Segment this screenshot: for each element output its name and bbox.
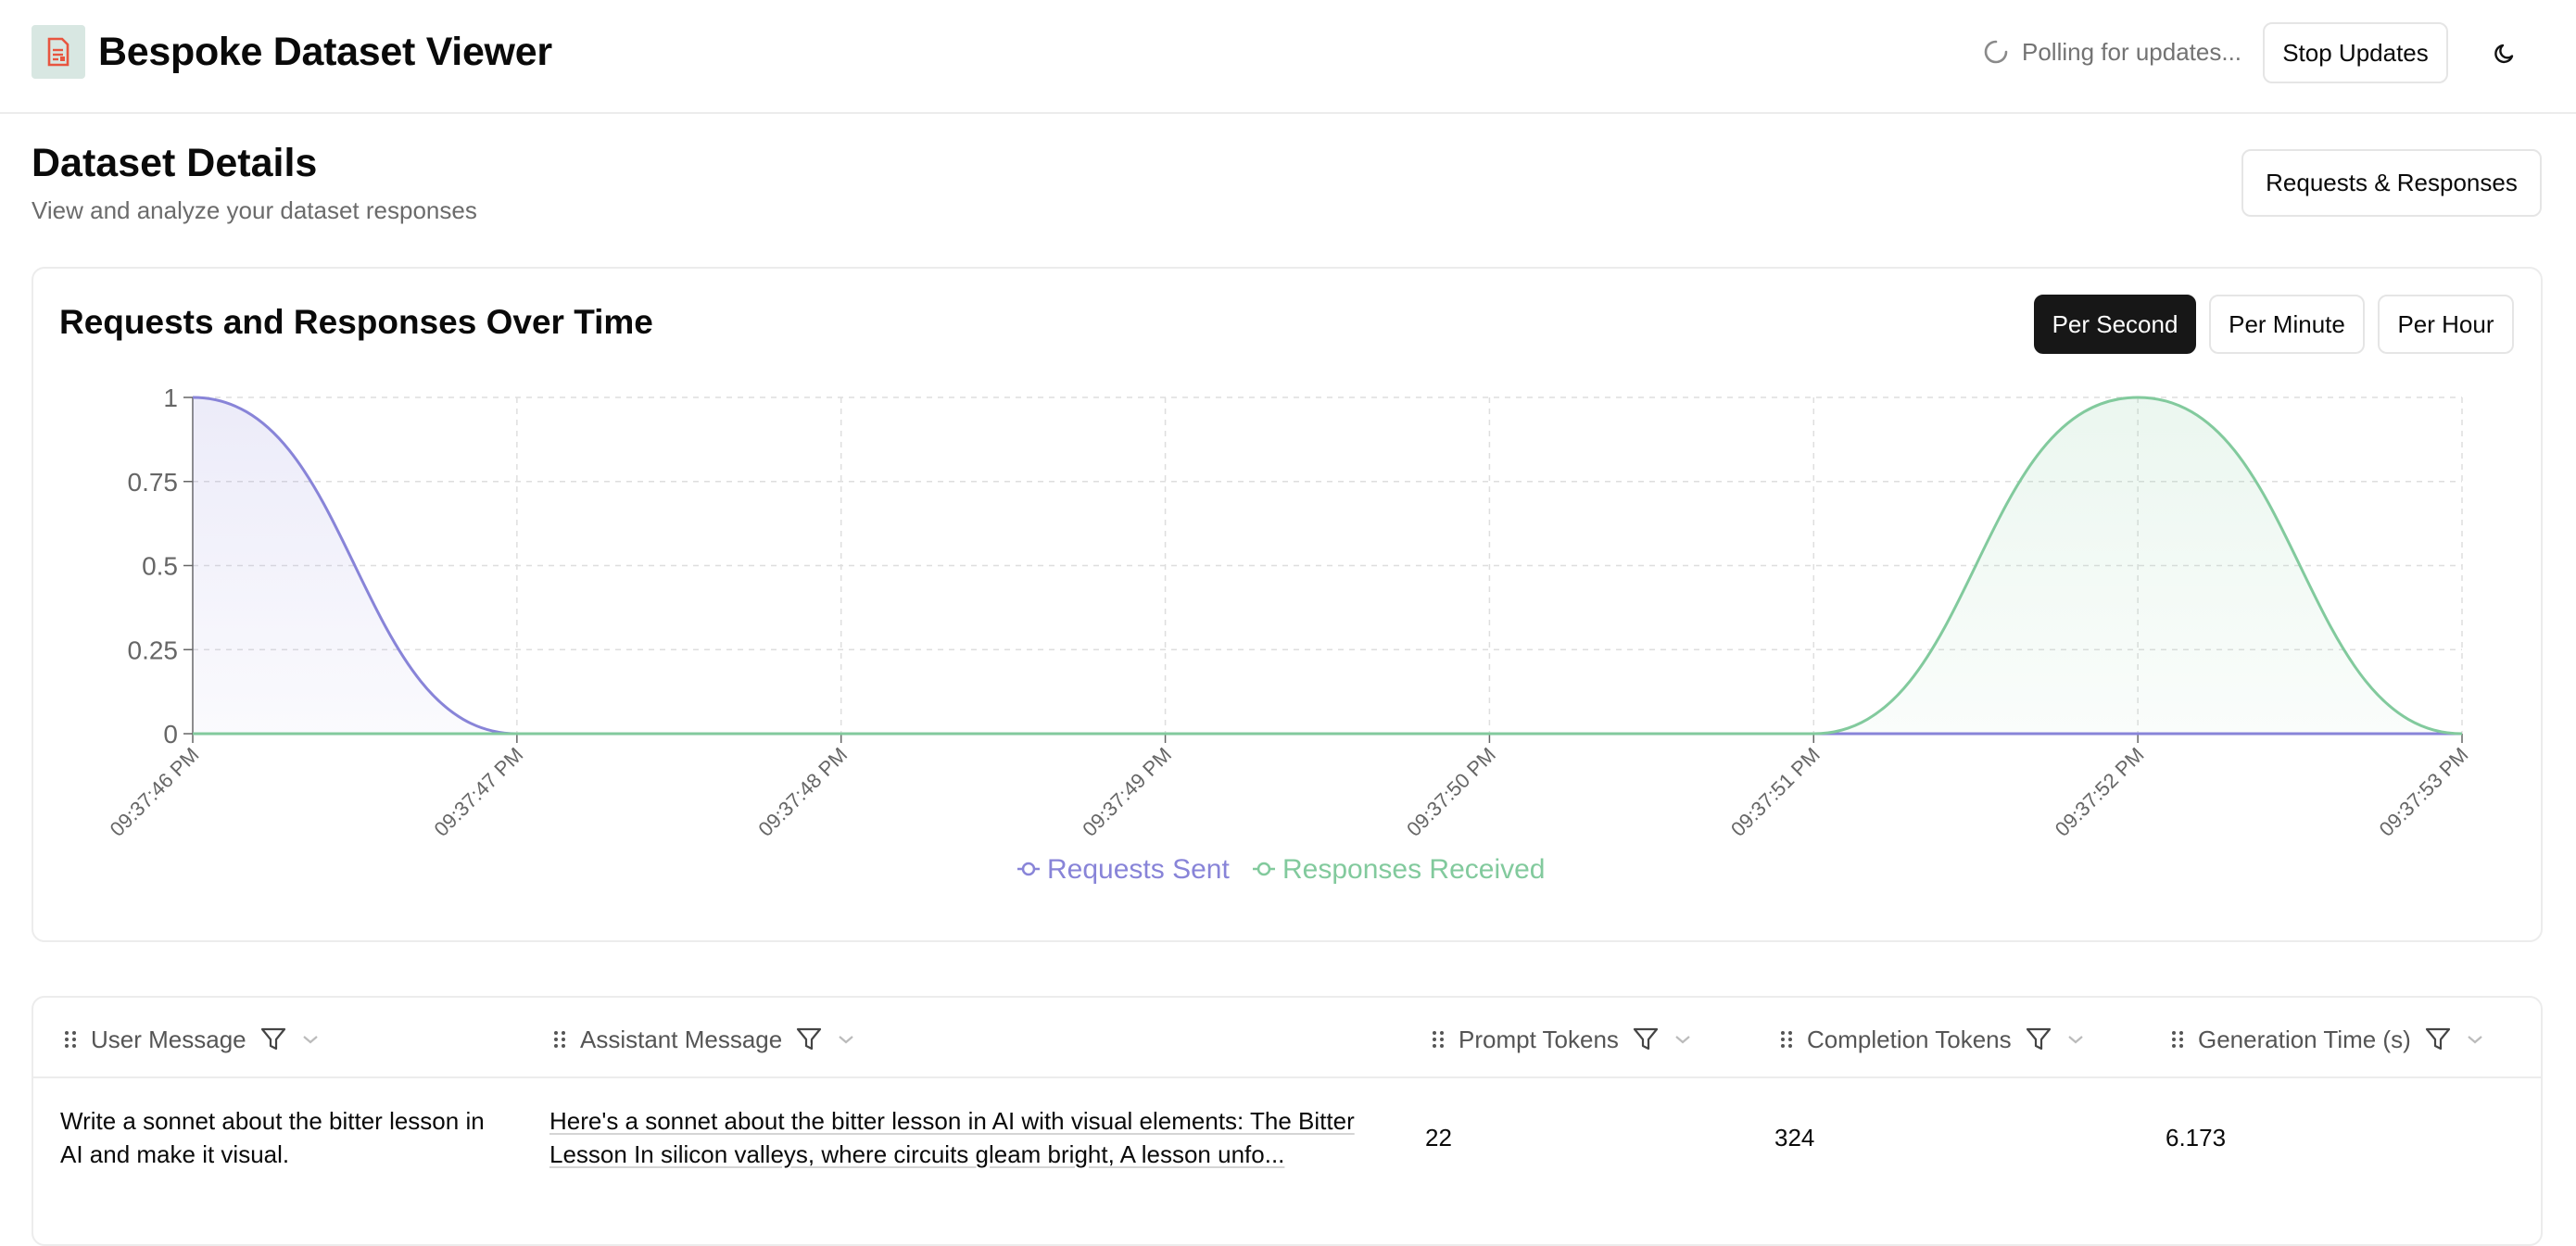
x-tick-label: 09:37:53 PM — [2375, 743, 2473, 841]
assistant-message-cell[interactable]: Here's a sonnet about the bitter lesson … — [549, 1104, 1383, 1171]
chevron-down-icon[interactable] — [300, 1033, 321, 1046]
column-label: Generation Time (s) — [2198, 1025, 2411, 1053]
generation-time-cell: 6.173 — [2166, 1124, 2227, 1152]
series-area — [193, 397, 2462, 734]
legend-marker-icon — [1256, 862, 1271, 876]
x-tick-label: 09:37:48 PM — [753, 743, 852, 841]
filter-icon[interactable] — [259, 1026, 287, 1052]
filter-icon[interactable] — [2424, 1026, 2452, 1052]
loading-spinner-icon — [1984, 40, 2008, 64]
legend-label: Requests Sent — [1047, 854, 1230, 885]
x-tick-label: 09:37:51 PM — [1726, 743, 1825, 841]
y-tick-label: 0.75 — [128, 468, 179, 497]
column-label: Assistant Message — [580, 1025, 783, 1053]
prompt-tokens-cell: 22 — [1425, 1124, 1452, 1152]
column-header-generation-time[interactable]: Generation Time (s) — [2170, 1021, 2485, 1058]
cell-line: Lesson In silicon valleys, where circuit… — [549, 1140, 1285, 1168]
completion-tokens-cell: 324 — [1774, 1124, 1815, 1152]
polling-status: Polling for updates... — [1983, 33, 2241, 70]
legend-label: Responses Received — [1282, 854, 1546, 885]
app-title: Bespoke Dataset Viewer — [98, 30, 552, 74]
cell-line: Write a sonnet about the bitter lesson i… — [60, 1107, 485, 1135]
series-line — [192, 396, 2463, 736]
app-header: Bespoke Dataset Viewer Polling for updat… — [0, 0, 2576, 114]
cell-line: Here's a sonnet about the bitter lesson … — [549, 1107, 1355, 1135]
legend-marker-icon — [1021, 862, 1036, 876]
y-tick-label: 0.25 — [128, 636, 179, 664]
app-logo — [32, 25, 85, 79]
filter-icon[interactable] — [795, 1026, 823, 1052]
series-area — [193, 397, 2462, 734]
user-message-cell: Write a sonnet about the bitter lesson i… — [60, 1104, 524, 1171]
x-tick-label: 09:37:50 PM — [1402, 743, 1500, 841]
column-header-assistant-message[interactable]: Assistant Message — [552, 1021, 856, 1058]
requests-responses-button[interactable]: Requests & Responses — [2241, 149, 2542, 217]
cell-line: AI and make it visual. — [60, 1140, 290, 1168]
column-header-user-message[interactable]: User Message — [63, 1021, 321, 1058]
table-header-divider — [33, 1076, 2541, 1078]
chevron-down-icon[interactable] — [2465, 1033, 2485, 1046]
drag-handle-icon[interactable] — [1431, 1028, 1446, 1051]
drag-handle-icon[interactable] — [1779, 1028, 1794, 1051]
page-title: Dataset Details — [32, 141, 318, 185]
column-header-completion-tokens[interactable]: Completion Tokens — [1779, 1021, 2086, 1058]
filter-icon[interactable] — [2025, 1026, 2052, 1052]
filter-icon[interactable] — [1632, 1026, 1660, 1052]
column-label: Completion Tokens — [1807, 1025, 2012, 1053]
per-hour-toggle[interactable]: Per Hour — [2378, 295, 2514, 354]
data-table — [32, 996, 2543, 1246]
column-header-prompt-tokens[interactable]: Prompt Tokens — [1431, 1021, 1693, 1058]
y-tick-label: 0 — [163, 720, 178, 749]
column-label: User Message — [91, 1025, 246, 1053]
drag-handle-icon[interactable] — [63, 1028, 78, 1051]
drag-handle-icon[interactable] — [2170, 1028, 2185, 1051]
column-label: Prompt Tokens — [1458, 1025, 1619, 1053]
theme-toggle-button[interactable] — [2474, 26, 2537, 80]
moon-icon — [2494, 44, 2514, 64]
y-tick-label: 1 — [163, 384, 178, 412]
polling-text: Polling for updates... — [2022, 37, 2242, 66]
chevron-down-icon[interactable] — [1673, 1033, 1693, 1046]
x-tick-label: 09:37:46 PM — [106, 743, 204, 841]
logo-icon — [47, 37, 69, 67]
x-tick-label: 09:37:49 PM — [1078, 743, 1176, 841]
x-tick-label: 09:37:52 PM — [2051, 743, 2149, 841]
page-subtitle: View and analyze your dataset responses — [32, 196, 477, 224]
chevron-down-icon[interactable] — [2065, 1033, 2086, 1046]
drag-handle-icon[interactable] — [552, 1028, 567, 1051]
chevron-down-icon[interactable] — [836, 1033, 856, 1046]
chart-title: Requests and Responses Over Time — [59, 303, 653, 341]
x-tick-label: 09:37:47 PM — [430, 743, 528, 841]
stop-updates-button[interactable]: Stop Updates — [2263, 22, 2448, 83]
per-second-toggle[interactable]: Per Second — [2034, 295, 2196, 354]
per-minute-toggle[interactable]: Per Minute — [2209, 295, 2365, 354]
y-tick-label: 0.5 — [142, 552, 178, 581]
